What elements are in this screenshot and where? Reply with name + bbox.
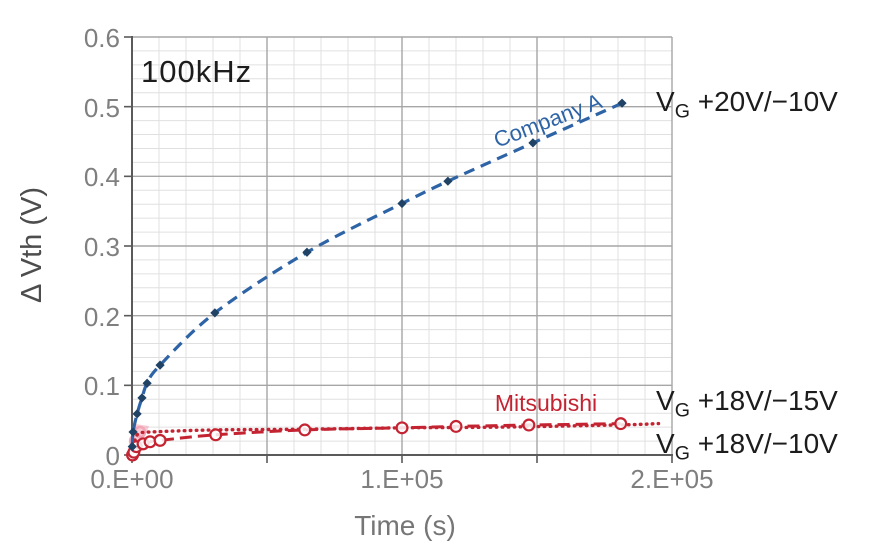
series-label-mitsubishi: Mitsubishi: [494, 390, 598, 416]
frequency-label: 100kHz: [141, 54, 253, 89]
annotation-symbol: V: [656, 385, 675, 416]
annotation-symbol: V: [656, 428, 675, 459]
annotation-value: +18V/−10V: [689, 428, 838, 459]
annotation-subscript: G: [674, 399, 690, 422]
x-tick-label: 0.E+00: [90, 464, 174, 494]
x-tick-label: 2.E+05: [630, 464, 714, 494]
annotation-value: +18V/−15V: [689, 385, 838, 416]
annotation-subscript: G: [674, 442, 690, 465]
axes: [124, 36, 673, 463]
series-company-a-0: [127, 98, 627, 452]
y-tick-label: 0.6: [83, 23, 120, 53]
annotation-value: +20V/−10V: [689, 86, 838, 117]
x-axis-title: Time (s): [354, 510, 456, 541]
annotation-vg-20v-10v: VG +20V/−10V: [656, 86, 838, 124]
y-tick-label: 0.3: [83, 232, 120, 262]
y-axis-title: Δ Vth (V): [16, 186, 48, 304]
x-tick-label: 1.E+05: [360, 464, 444, 494]
annotation-symbol: V: [656, 86, 675, 117]
y-tick-label: 0.5: [83, 92, 120, 123]
annotation-vg-18v-15v: VG +18V/−15V: [656, 385, 838, 423]
y-tick-label: 0.2: [83, 301, 120, 332]
y-tick-label: 0.1: [83, 371, 120, 402]
annotation-subscript: G: [674, 100, 690, 123]
series-mitsubishi-1: [130, 421, 661, 454]
y-tick-label: 0.4: [83, 162, 120, 193]
y-tick-label: 0: [105, 441, 120, 471]
annotation-vg-18v-10v: VG +18V/−10V: [656, 428, 838, 466]
